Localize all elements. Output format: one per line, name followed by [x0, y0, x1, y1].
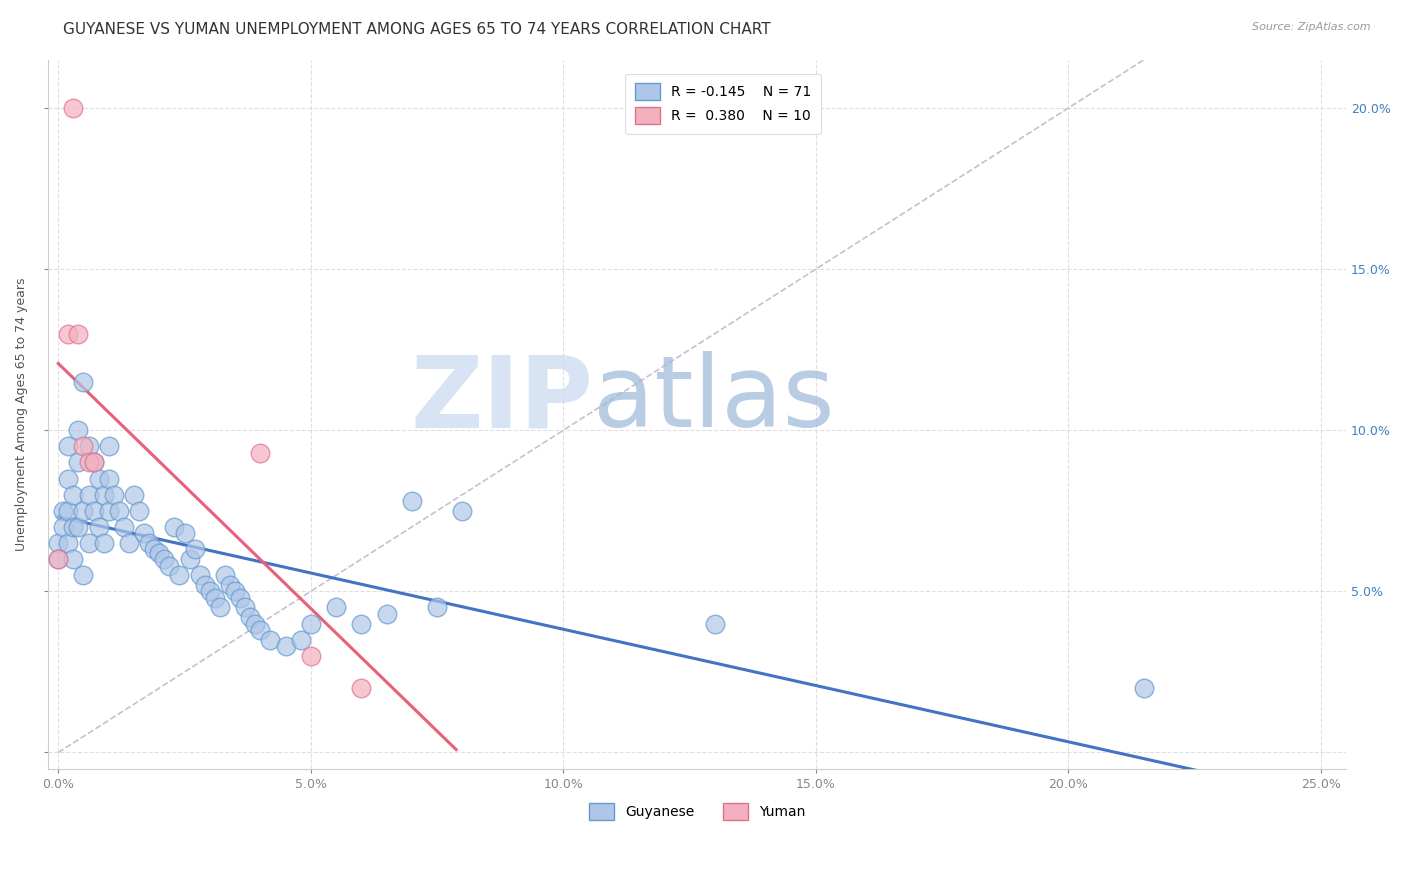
- Point: [401, 494, 423, 508]
- Point: [299, 616, 322, 631]
- Point: [46, 552, 69, 566]
- Point: [72, 439, 94, 453]
- Point: [163, 520, 186, 534]
- Point: [173, 526, 195, 541]
- Point: [350, 681, 373, 695]
- Point: [67, 423, 90, 437]
- Point: [58, 536, 80, 550]
- Point: [87, 472, 110, 486]
- Point: [93, 536, 115, 550]
- Point: [179, 552, 201, 566]
- Text: atlas: atlas: [593, 351, 835, 449]
- Point: [214, 568, 236, 582]
- Point: [108, 504, 131, 518]
- Text: GUYANESE VS YUMAN UNEMPLOYMENT AMONG AGES 65 TO 74 YEARS CORRELATION CHART: GUYANESE VS YUMAN UNEMPLOYMENT AMONG AGE…: [63, 22, 770, 37]
- Point: [290, 632, 312, 647]
- Point: [58, 326, 80, 341]
- Point: [325, 600, 347, 615]
- Point: [77, 439, 100, 453]
- Point: [122, 488, 145, 502]
- Point: [97, 439, 120, 453]
- Point: [143, 542, 166, 557]
- Point: [93, 488, 115, 502]
- Point: [239, 610, 262, 624]
- Point: [46, 536, 69, 550]
- Point: [58, 504, 80, 518]
- Point: [245, 616, 267, 631]
- Point: [83, 455, 105, 469]
- Point: [52, 520, 75, 534]
- Point: [224, 584, 246, 599]
- Point: [77, 488, 100, 502]
- Point: [103, 488, 125, 502]
- Point: [128, 504, 150, 518]
- Point: [233, 600, 256, 615]
- Point: [249, 446, 271, 460]
- Point: [249, 623, 271, 637]
- Point: [62, 101, 84, 115]
- Point: [62, 488, 84, 502]
- Point: [77, 455, 100, 469]
- Point: [46, 552, 69, 566]
- Point: [72, 568, 94, 582]
- Legend: Guyanese, Yuman: Guyanese, Yuman: [583, 797, 811, 825]
- Point: [1133, 681, 1156, 695]
- Point: [148, 546, 170, 560]
- Point: [183, 542, 205, 557]
- Point: [157, 558, 180, 573]
- Point: [259, 632, 281, 647]
- Point: [153, 552, 176, 566]
- Point: [97, 472, 120, 486]
- Point: [274, 639, 297, 653]
- Text: ZIP: ZIP: [411, 351, 593, 449]
- Point: [112, 520, 135, 534]
- Point: [72, 375, 94, 389]
- Point: [169, 568, 191, 582]
- Point: [132, 526, 155, 541]
- Y-axis label: Unemployment Among Ages 65 to 74 years: Unemployment Among Ages 65 to 74 years: [15, 277, 28, 551]
- Point: [138, 536, 160, 550]
- Point: [87, 520, 110, 534]
- Point: [451, 504, 474, 518]
- Point: [375, 607, 398, 621]
- Point: [83, 455, 105, 469]
- Point: [72, 504, 94, 518]
- Point: [194, 578, 217, 592]
- Point: [198, 584, 221, 599]
- Point: [703, 616, 725, 631]
- Point: [58, 472, 80, 486]
- Point: [299, 648, 322, 663]
- Point: [67, 520, 90, 534]
- Point: [62, 520, 84, 534]
- Point: [350, 616, 373, 631]
- Point: [426, 600, 449, 615]
- Point: [62, 552, 84, 566]
- Point: [67, 326, 90, 341]
- Point: [77, 536, 100, 550]
- Point: [229, 591, 252, 605]
- Point: [219, 578, 242, 592]
- Point: [97, 504, 120, 518]
- Point: [118, 536, 141, 550]
- Point: [204, 591, 226, 605]
- Point: [58, 439, 80, 453]
- Point: [208, 600, 231, 615]
- Point: [52, 504, 75, 518]
- Point: [83, 504, 105, 518]
- Text: Source: ZipAtlas.com: Source: ZipAtlas.com: [1253, 22, 1371, 32]
- Point: [188, 568, 211, 582]
- Point: [67, 455, 90, 469]
